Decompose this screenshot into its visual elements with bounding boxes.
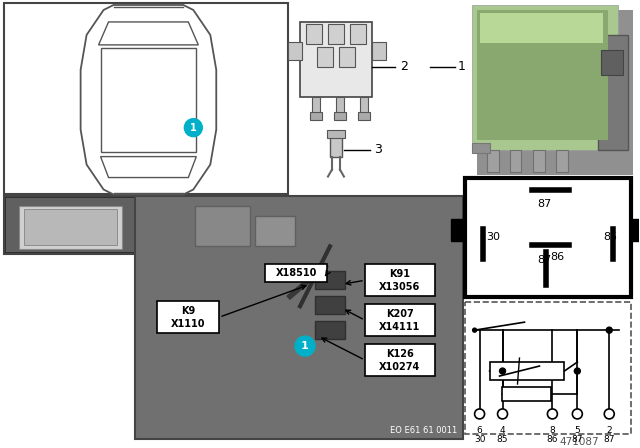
Text: X14111: X14111 xyxy=(379,322,420,332)
Bar xyxy=(477,10,608,140)
Bar xyxy=(534,150,545,172)
Text: K207: K207 xyxy=(386,309,413,319)
Text: 87: 87 xyxy=(604,435,615,444)
Text: 87: 87 xyxy=(572,435,583,444)
Text: 86: 86 xyxy=(550,252,564,263)
Bar xyxy=(327,129,345,138)
Bar xyxy=(4,3,288,194)
Bar xyxy=(288,42,302,60)
Text: 471087: 471087 xyxy=(559,437,599,447)
Circle shape xyxy=(497,409,508,419)
Bar xyxy=(472,142,490,153)
Bar xyxy=(556,150,568,172)
Polygon shape xyxy=(81,5,216,194)
Circle shape xyxy=(574,368,580,374)
Bar xyxy=(479,13,604,43)
Bar xyxy=(19,207,122,250)
Bar xyxy=(465,177,631,297)
Bar xyxy=(100,48,196,151)
Circle shape xyxy=(500,368,506,374)
Text: X1110: X1110 xyxy=(171,319,205,329)
Circle shape xyxy=(475,409,484,419)
Bar xyxy=(157,301,220,333)
Text: 5: 5 xyxy=(575,426,580,435)
Bar xyxy=(360,97,368,115)
Bar xyxy=(334,112,346,120)
Text: 6: 6 xyxy=(477,426,483,435)
Text: EO E61 61 0011: EO E61 61 0011 xyxy=(390,426,458,435)
Bar xyxy=(306,24,322,44)
Text: 3: 3 xyxy=(374,143,381,156)
Circle shape xyxy=(184,119,202,137)
Text: 87: 87 xyxy=(538,199,552,210)
Polygon shape xyxy=(100,157,196,177)
Text: X13056: X13056 xyxy=(379,282,420,292)
Bar xyxy=(317,47,333,67)
Text: X10274: X10274 xyxy=(379,362,420,372)
Text: 30: 30 xyxy=(486,233,500,242)
Bar xyxy=(477,10,633,175)
Bar xyxy=(315,321,345,339)
Bar xyxy=(24,210,116,246)
Bar xyxy=(312,97,320,115)
Bar xyxy=(372,42,386,60)
Bar xyxy=(195,207,250,246)
Bar xyxy=(336,97,344,115)
Bar xyxy=(328,24,344,44)
Bar xyxy=(598,35,628,150)
Bar xyxy=(472,5,618,150)
Text: K126: K126 xyxy=(386,349,413,359)
Bar xyxy=(358,112,370,120)
Bar xyxy=(365,344,435,376)
Text: 87: 87 xyxy=(538,255,552,265)
Text: K91: K91 xyxy=(389,269,410,279)
Polygon shape xyxy=(99,22,198,45)
Circle shape xyxy=(572,409,582,419)
Bar xyxy=(315,296,345,314)
Bar xyxy=(315,271,345,289)
Text: 30: 30 xyxy=(474,435,485,444)
Bar xyxy=(300,22,372,97)
Text: 86: 86 xyxy=(547,435,558,444)
Bar xyxy=(310,112,322,120)
Bar xyxy=(6,198,134,252)
Circle shape xyxy=(295,336,315,356)
Bar xyxy=(255,216,295,246)
Circle shape xyxy=(604,409,614,419)
Bar xyxy=(451,220,465,241)
Bar xyxy=(509,150,522,172)
Text: K9: K9 xyxy=(181,306,195,316)
Bar xyxy=(136,197,463,439)
Bar xyxy=(601,50,623,75)
Bar xyxy=(365,264,435,296)
Bar xyxy=(350,24,366,44)
Circle shape xyxy=(547,409,557,419)
Text: 4: 4 xyxy=(500,426,506,435)
Bar xyxy=(465,302,631,434)
Text: 8: 8 xyxy=(550,426,556,435)
Bar xyxy=(486,150,499,172)
Text: X18510: X18510 xyxy=(275,268,317,278)
Text: 1: 1 xyxy=(301,341,309,351)
Bar xyxy=(365,304,435,336)
Text: 1: 1 xyxy=(458,60,465,73)
Bar xyxy=(631,220,640,241)
Bar xyxy=(265,264,327,282)
Text: 2: 2 xyxy=(400,60,408,73)
Text: 1: 1 xyxy=(190,123,196,133)
Text: 85: 85 xyxy=(604,233,618,242)
Bar xyxy=(330,135,342,157)
Circle shape xyxy=(472,328,477,332)
Bar xyxy=(339,47,355,67)
Text: 85: 85 xyxy=(497,435,508,444)
Circle shape xyxy=(606,327,612,333)
Bar xyxy=(4,197,136,254)
Text: 2: 2 xyxy=(607,426,612,435)
Bar xyxy=(490,362,564,380)
Bar xyxy=(502,387,552,401)
